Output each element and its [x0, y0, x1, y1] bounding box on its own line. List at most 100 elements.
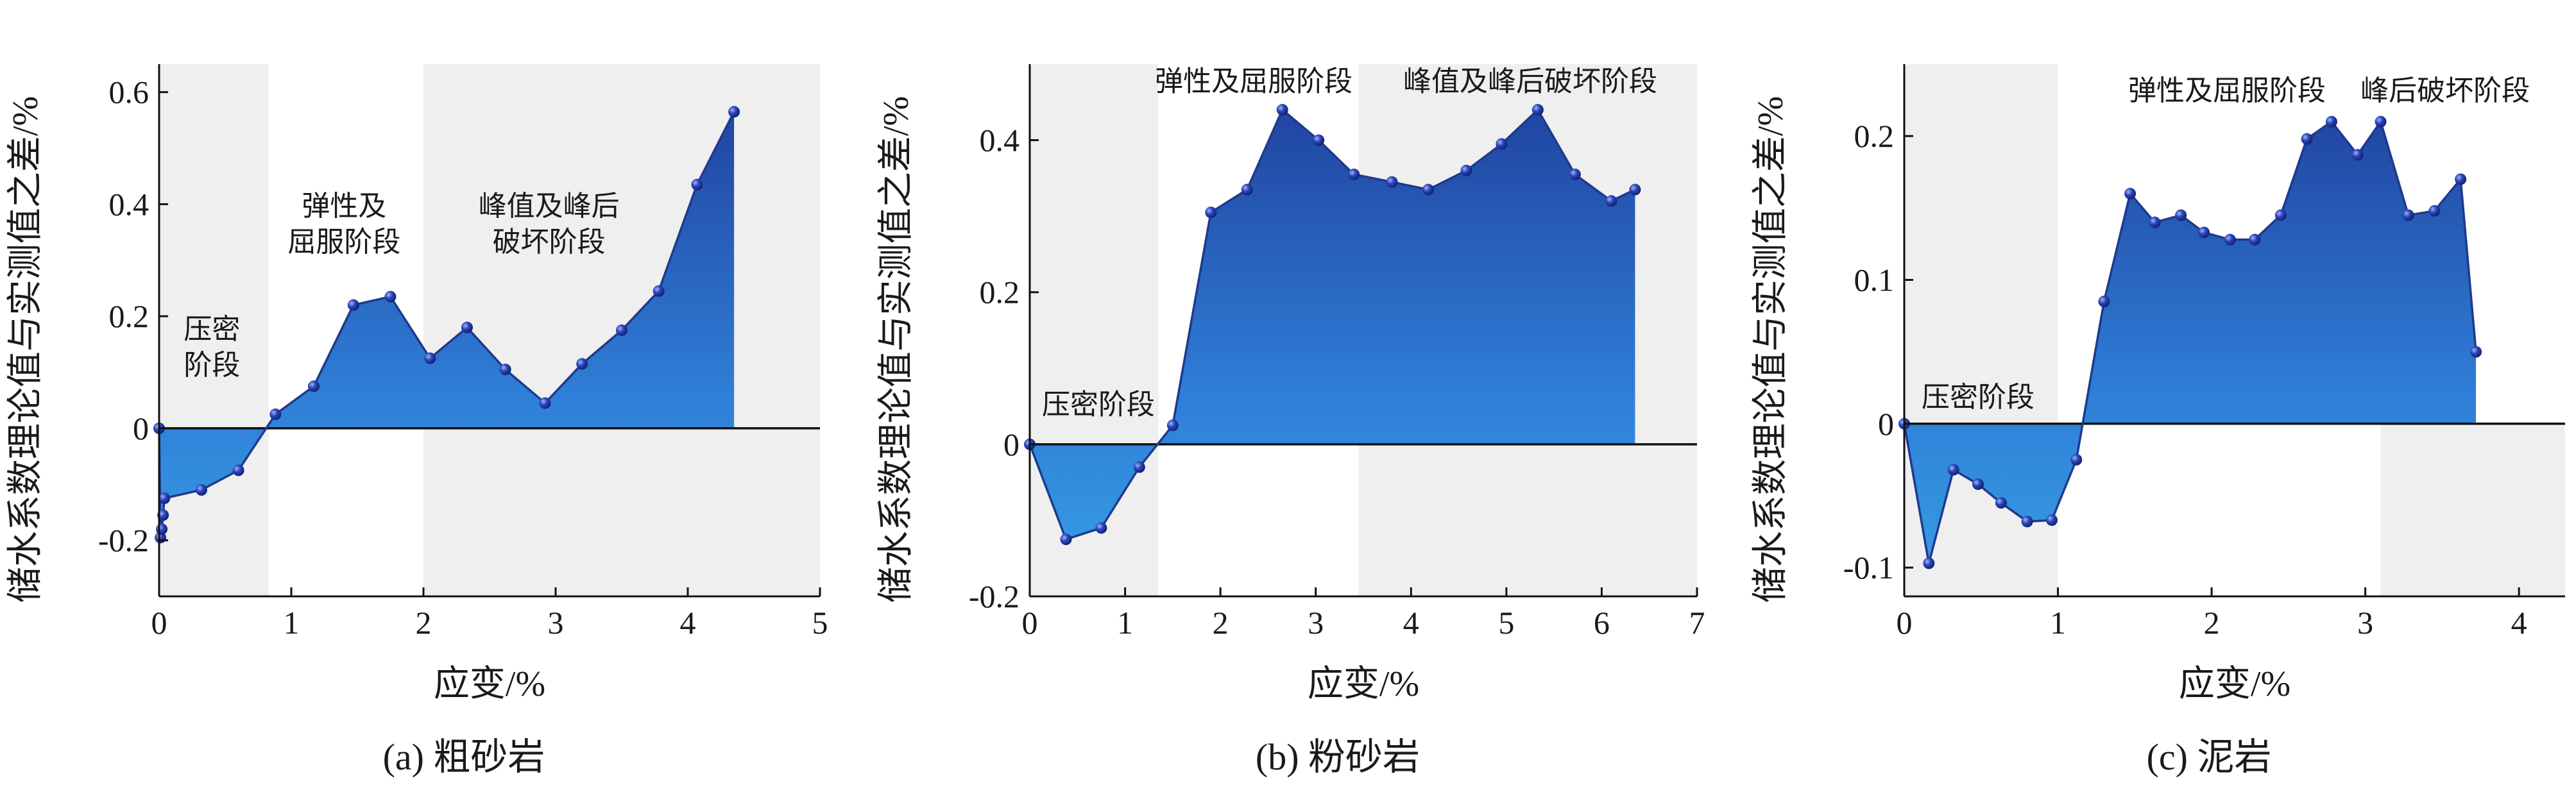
stage-label-line: 峰值及峰后: [479, 190, 620, 222]
data-point-11: [1386, 176, 1398, 188]
data-point-5: [1166, 419, 1179, 432]
stage-label-2: 弹性及屈服阶段: [1155, 66, 1352, 97]
x-axis-title: 应变/%: [434, 664, 545, 704]
y-tick-label-2: 0.2: [980, 274, 1020, 310]
data-point-6: [195, 484, 207, 496]
y-tick-label-0: -0.1: [1843, 550, 1894, 585]
data-point-14: [1496, 138, 1508, 150]
series-area: [1904, 121, 2477, 564]
data-point-10: [1348, 168, 1360, 180]
data-point-11: [384, 290, 397, 303]
data-point-22: [2428, 205, 2441, 217]
data-point-13: [461, 321, 473, 333]
x-tick-label-7: 7: [1689, 605, 1705, 641]
stage-label-1: 压密阶段: [183, 314, 240, 381]
y-tick-label-1: 0: [1003, 426, 1019, 462]
data-point-5: [158, 492, 171, 505]
data-point-18: [2325, 115, 2337, 128]
data-point-17: [616, 324, 627, 336]
data-point-12: [424, 352, 436, 364]
data-point-13: [1460, 165, 1472, 176]
data-point-23: [2455, 173, 2467, 185]
y-tick-label-0: -0.2: [98, 523, 149, 559]
stage-label-line: 屈服阶段: [287, 226, 400, 258]
y-axis-title: 储水系数理论值与实测值之差/%: [6, 96, 46, 603]
data-point-15: [2249, 233, 2261, 246]
x-tick-label-1: 1: [1117, 605, 1133, 641]
stage-label-line: 阶段: [183, 349, 240, 381]
y-tick-label-0: -0.2: [969, 578, 1019, 614]
x-tick-label-1: 1: [284, 605, 300, 641]
data-point-12: [2175, 209, 2187, 221]
data-point-4: [1133, 461, 1145, 473]
x-tick-label-2: 2: [2204, 605, 2220, 641]
stage-label-1: 压密阶段: [1922, 382, 2034, 413]
stage-label-line: 弹性及屈服阶段: [2128, 75, 2326, 106]
data-point-21: [2402, 209, 2414, 221]
data-point-19: [2351, 149, 2364, 161]
x-axis-title: 应变/%: [1308, 664, 1419, 704]
data-point-3: [1947, 464, 1959, 476]
data-point-8: [1276, 104, 1288, 116]
stage-label-line: 弹性及屈服阶段: [1155, 66, 1352, 97]
data-point-10: [347, 299, 359, 311]
data-point-17: [1605, 195, 1617, 207]
data-point-20: [2375, 115, 2387, 128]
data-point-24: [2470, 346, 2482, 358]
data-point-15: [1531, 104, 1544, 116]
data-point-6: [1205, 206, 1217, 219]
data-point-16: [576, 358, 588, 370]
x-tick-label-3: 3: [1308, 605, 1324, 641]
x-tick-label-2: 2: [1213, 605, 1229, 641]
panel-a-coarse-sandstone: 0 1 2 3 4 5-0.200.20.40.6压密阶段弹性及屈服阶段峰值及峰后破坏阶段…: [6, 64, 828, 778]
y-tick-label-3: 0.4: [980, 122, 1020, 158]
data-point-18: [1629, 183, 1641, 196]
data-point-14: [499, 364, 511, 376]
stage-label-line: 峰后破坏阶段: [2360, 75, 2530, 106]
series-area: [1030, 110, 1635, 540]
stage-label-line: 破坏阶段: [493, 226, 606, 258]
x-tick-label-2: 2: [416, 605, 432, 641]
stage-label-line: 峰值及峰后破坏阶段: [1403, 66, 1657, 97]
data-point-20: [728, 106, 740, 118]
y-axis-title: 储水系数理论值与实测值之差/%: [876, 96, 916, 603]
data-point-3: [1095, 522, 1107, 534]
x-tick-label-0: 0: [1022, 605, 1038, 641]
y-tick-label-3: 0.2: [1854, 118, 1895, 154]
data-point-7: [232, 464, 244, 476]
data-point-4: [157, 509, 169, 521]
stage-label-3: 峰后破坏阶段: [2360, 75, 2530, 106]
x-tick-label-3: 3: [548, 605, 564, 641]
series-line: [1028, 108, 1636, 541]
data-point-16: [1569, 168, 1581, 180]
x-tick-label-4: 4: [680, 605, 696, 641]
stage-label-line: 压密阶段: [1922, 382, 2034, 413]
x-tick-label-6: 6: [1594, 605, 1610, 641]
data-point-19: [691, 178, 703, 190]
data-point-2: [1060, 534, 1072, 546]
y-tick-label-1: 0: [133, 410, 149, 446]
data-point-8: [269, 408, 282, 421]
data-point-9: [1313, 134, 1325, 146]
data-point-11: [2149, 216, 2161, 228]
panel-caption: (c) 泥岩: [2147, 736, 2272, 778]
x-tick-label-5: 5: [812, 605, 828, 641]
stage-label-1: 压密阶段: [1042, 389, 1155, 420]
stage-band-1: [159, 64, 269, 596]
y-tick-label-2: 0.2: [109, 298, 149, 334]
y-tick-label-4: 0.6: [109, 74, 149, 110]
panel-caption: (b) 粉砂岩: [1256, 736, 1420, 778]
data-point-15: [539, 397, 551, 409]
data-point-4: [1972, 478, 1984, 491]
stage-label-line: 压密: [183, 314, 240, 345]
data-point-14: [2224, 233, 2236, 246]
data-point-13: [2198, 226, 2210, 239]
data-point-12: [1422, 183, 1435, 196]
x-tick-label-1: 1: [2050, 605, 2066, 641]
stage-label-2: 弹性及屈服阶段: [287, 190, 400, 258]
data-point-16: [2274, 209, 2287, 221]
x-tick-label-5: 5: [1498, 605, 1514, 641]
